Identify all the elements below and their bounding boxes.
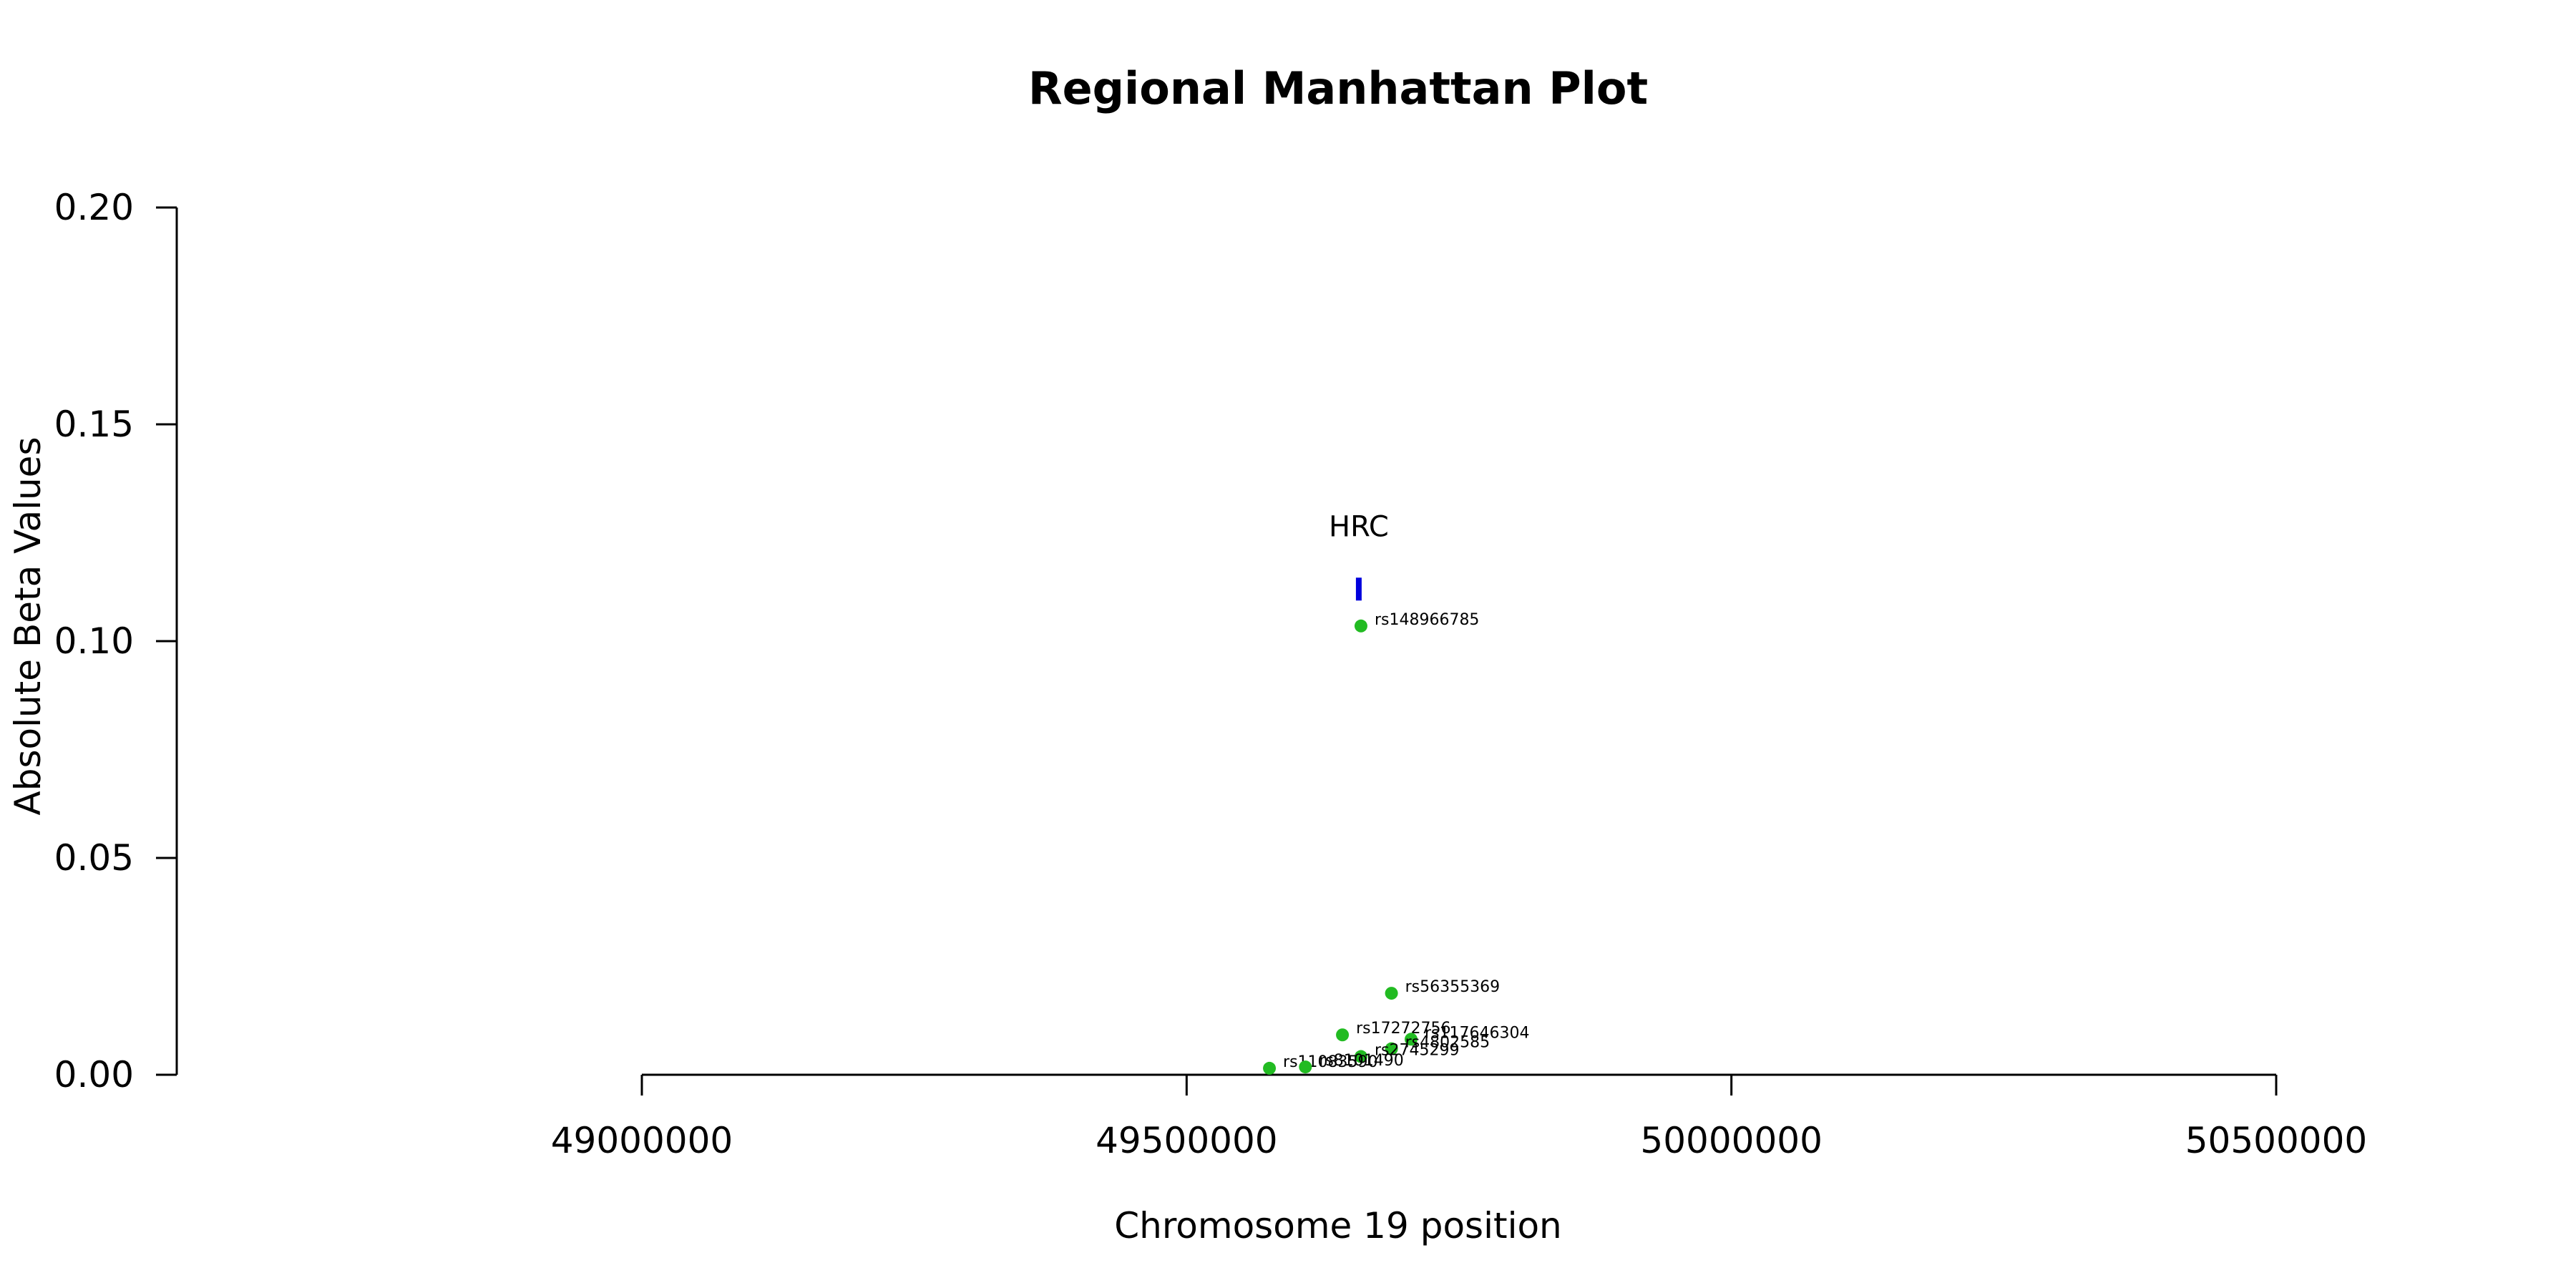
snp-point: [1405, 1033, 1418, 1046]
snp-point: [1354, 619, 1367, 633]
gene-markers: HRC: [1329, 510, 1389, 601]
y-tick-label: 0.15: [54, 404, 134, 445]
x-axis-ticks: 49000000 49500000 50000000 50500000: [551, 1075, 2368, 1161]
snp-point: [1336, 1028, 1350, 1042]
y-tick-label: 0.05: [54, 837, 134, 879]
gene-marker: [1355, 577, 1362, 601]
snp-label: rs2745299: [1375, 1042, 1460, 1060]
y-tick-label: 0.20: [54, 187, 134, 228]
y-tick-label: 0.00: [54, 1054, 134, 1096]
snp-point: [1354, 1050, 1367, 1063]
x-tick-label: 49500000: [1096, 1120, 1278, 1161]
snp-label: rs56355369: [1405, 978, 1500, 996]
snp-point: [1385, 1042, 1398, 1055]
snp-label: rs17272756: [1356, 1020, 1450, 1038]
snp-point: [1299, 1060, 1312, 1074]
y-axis-ticks: 0.00 0.05 0.10 0.15 0.20: [54, 187, 177, 1096]
y-tick-label: 0.10: [54, 620, 134, 662]
x-axis-label: Chromosome 19 position: [1114, 1205, 1562, 1246]
x-tick-label: 49000000: [551, 1120, 733, 1161]
gene-label: HRC: [1329, 510, 1389, 543]
snp-label: rs4802585: [1405, 1034, 1491, 1052]
snp-label: rs8101490: [1319, 1052, 1404, 1070]
snp-label: rs148966785: [1375, 611, 1479, 629]
x-tick-label: 50500000: [2185, 1120, 2368, 1161]
snp-points: rs148966785 rs56355369 rs17272756rs1176463…: [1263, 611, 1529, 1075]
chart-title: Regional Manhattan Plot: [1028, 62, 1648, 114]
snp-label: rs117646304: [1425, 1024, 1529, 1042]
snp-label: rs11083590: [1283, 1053, 1377, 1071]
x-tick-label: 50000000: [1640, 1120, 1823, 1161]
y-axis-label: Absolute Beta Values: [7, 437, 49, 816]
snp-point: [1263, 1061, 1277, 1075]
snp-point: [1385, 987, 1398, 1000]
